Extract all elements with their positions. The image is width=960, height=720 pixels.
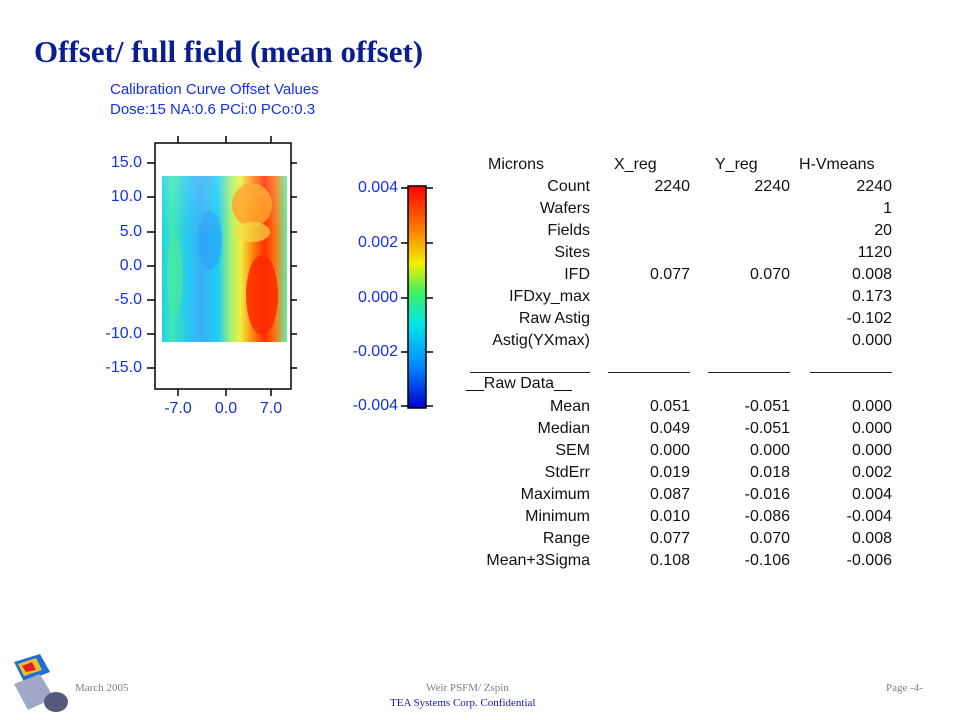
colorbar-tick-label: 0.004 — [357, 179, 398, 196]
raw-row-hv: 0.008 — [851, 530, 892, 547]
stats-row-hv: 2240 — [856, 178, 892, 195]
raw-row-y: 0.000 — [749, 442, 790, 459]
raw-row-hv: 0.004 — [851, 486, 892, 503]
raw-row-label: Maximum — [520, 486, 590, 503]
stats-row-hv: -0.102 — [846, 310, 892, 327]
colorbar — [407, 185, 427, 409]
colorbar-tick-label: 0.000 — [357, 289, 398, 306]
raw-row-hv: 0.000 — [851, 442, 892, 459]
stats-row-x: 2240 — [654, 178, 690, 195]
stats-row-label: Count — [547, 178, 590, 195]
y-tick-label: 15.0 — [110, 154, 142, 171]
raw-row-label: StdErr — [544, 464, 590, 481]
raw-row-x: 0.087 — [649, 486, 690, 503]
stats-row-y: 0.070 — [749, 266, 790, 283]
x-tick-label: -7.0 — [164, 400, 192, 417]
raw-row-label: Mean — [549, 398, 590, 415]
raw-row-x: 0.019 — [649, 464, 690, 481]
raw-row-hv: 0.002 — [851, 464, 892, 481]
stats-row-label: IFD — [564, 266, 590, 283]
stats-row-hv: 1 — [883, 200, 892, 217]
raw-row-label: SEM — [555, 442, 590, 459]
chart-caption: Calibration Curve Offset Values Dose:15 … — [110, 80, 319, 120]
y-tick-marks — [147, 162, 297, 369]
raw-row-label: Median — [537, 420, 590, 437]
chart-title: Calibration Curve Offset Values — [110, 81, 319, 98]
raw-row-x: 0.077 — [649, 530, 690, 547]
x-tick-label: 7.0 — [259, 400, 283, 417]
separator — [608, 372, 690, 373]
raw-row-hv: 0.000 — [851, 398, 892, 415]
footer-title: Weir PSFM/ Zspin — [426, 682, 509, 694]
raw-row-x: 0.051 — [649, 398, 690, 415]
stats-header-hvmeans: H-Vmeans — [799, 156, 875, 173]
raw-row-y: -0.051 — [744, 398, 790, 415]
footer-confidential: TEA Systems Corp. Confidential — [390, 697, 536, 709]
stats-row-label: Astig(YXmax) — [492, 332, 590, 349]
y-tick-label: 0.0 — [119, 257, 142, 274]
raw-row-hv: -0.004 — [846, 508, 892, 525]
raw-row-x: 0.010 — [649, 508, 690, 525]
stats-row-label: Wafers — [539, 200, 590, 217]
footer-date: March 2005 — [75, 682, 129, 694]
stats-row-x: 0.077 — [649, 266, 690, 283]
stats-header-yreg: Y_reg — [715, 156, 758, 173]
chart-subtitle: Dose:15 NA:0.6 PCi:0 PCo:0.3 — [110, 101, 316, 118]
footer-page: Page -4- — [886, 682, 923, 694]
separator — [470, 372, 590, 373]
stats-row-hv: 1120 — [857, 244, 892, 261]
separator — [708, 372, 790, 373]
raw-row-label: Minimum — [525, 508, 590, 525]
stats-row-hv: 0.000 — [851, 332, 892, 349]
raw-row-y: 0.018 — [749, 464, 790, 481]
raw-row-x: 0.000 — [649, 442, 690, 459]
raw-row-x: 0.049 — [649, 420, 690, 437]
stats-row-label: Raw Astig — [518, 310, 590, 327]
stats-row-hv: 0.008 — [851, 266, 892, 283]
raw-row-x: 0.108 — [649, 552, 690, 569]
x-tick-marks — [177, 136, 272, 396]
slide-title: Offset/ full field (mean offset) — [34, 34, 424, 69]
raw-data-label: __Raw Data__ — [466, 375, 572, 392]
raw-row-y: -0.086 — [744, 508, 790, 525]
colorbar-tick-label: 0.002 — [357, 234, 398, 251]
raw-row-y: -0.016 — [744, 486, 790, 503]
y-tick-label: -10.0 — [105, 325, 142, 342]
raw-row-y: -0.051 — [744, 420, 790, 437]
colorbar-tick-label: -0.002 — [352, 343, 398, 360]
separator — [810, 372, 892, 373]
y-tick-label: 10.0 — [110, 188, 142, 205]
tea-logo — [14, 654, 68, 712]
stats-header-microns: Microns — [488, 156, 545, 173]
heatmap-shade — [162, 176, 287, 342]
colorbar-tick-marks — [401, 187, 433, 407]
x-tick-label: 0.0 — [214, 400, 238, 417]
raw-row-hv: -0.006 — [846, 552, 892, 569]
colorbar-tick-label: -0.004 — [352, 397, 398, 414]
stats-row-y: 2240 — [754, 178, 790, 195]
raw-row-hv: 0.000 — [851, 420, 892, 437]
stats-row-hv: 20 — [874, 222, 892, 239]
raw-row-y: -0.106 — [744, 552, 790, 569]
stats-row-label: Sites — [554, 244, 590, 261]
y-tick-label: -5.0 — [114, 291, 142, 308]
stats-header-xreg: X_reg — [614, 156, 657, 173]
raw-row-label: Mean+3Sigma — [486, 552, 590, 569]
stats-row-label: IFDxy_max — [509, 288, 590, 305]
stats-row-label: Fields — [547, 222, 590, 239]
stats-row-hv: 0.173 — [851, 288, 892, 305]
y-tick-label: -15.0 — [105, 359, 142, 376]
raw-row-y: 0.070 — [749, 530, 790, 547]
y-tick-label: 5.0 — [119, 223, 142, 240]
raw-row-label: Range — [542, 530, 590, 547]
